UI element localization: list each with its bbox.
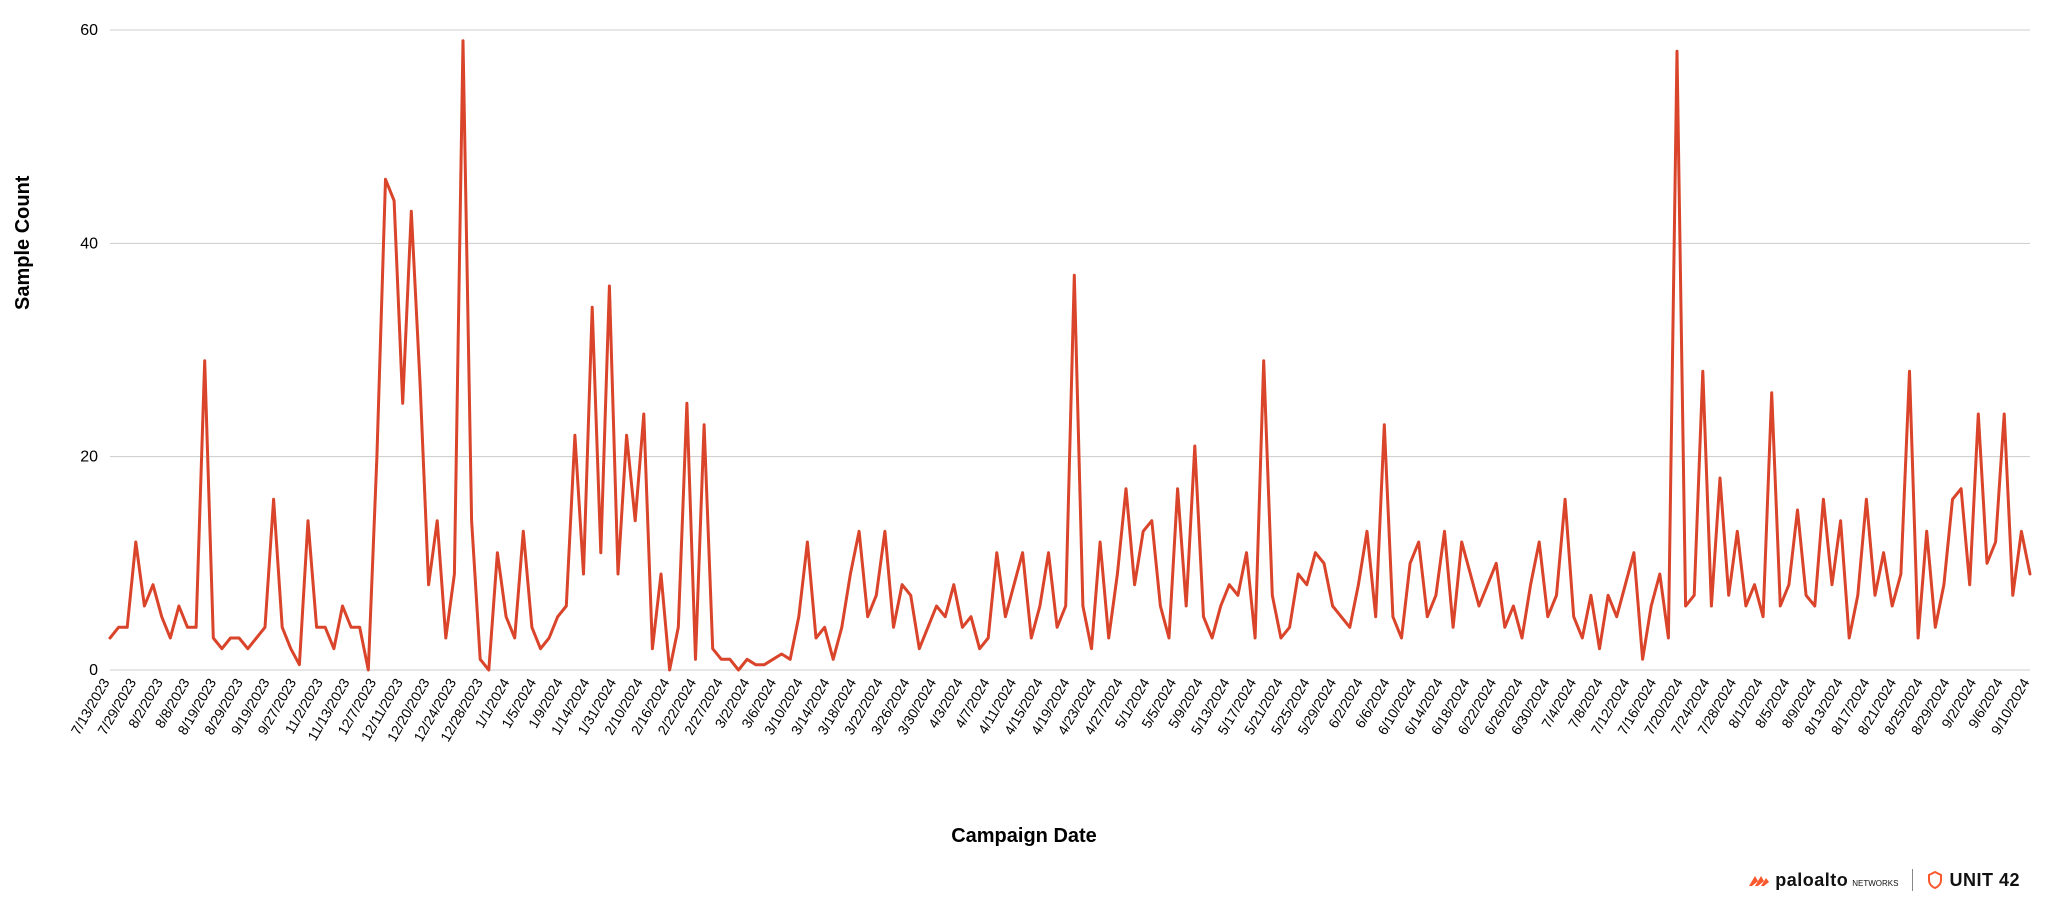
x-axis-label: Campaign Date — [0, 825, 2048, 848]
brand-divider — [1912, 869, 1913, 891]
svg-text:20: 20 — [80, 449, 98, 466]
brand-unit42-text: UNIT 42 — [1949, 870, 2020, 891]
svg-text:40: 40 — [80, 235, 98, 252]
footer-brands: paloalto NETWORKS UNIT 42 — [1749, 869, 2020, 891]
line-chart: 02040607/13/20237/29/20238/2/20238/8/202… — [0, 0, 2048, 820]
brand-paloalto-text: paloalto — [1775, 870, 1848, 891]
svg-text:60: 60 — [80, 22, 98, 39]
y-axis-label: Sample Count — [12, 176, 35, 310]
brand-paloalto-sub: NETWORKS — [1852, 879, 1898, 888]
paloalto-icon — [1749, 872, 1769, 888]
data-line — [110, 41, 2030, 670]
svg-text:0: 0 — [89, 662, 98, 679]
unit42-icon — [1927, 871, 1943, 889]
brand-paloalto: paloalto NETWORKS — [1749, 870, 1898, 891]
chart-container: Sample Count Campaign Date 02040607/13/2… — [0, 0, 2048, 899]
brand-unit42: UNIT 42 — [1927, 870, 2020, 891]
